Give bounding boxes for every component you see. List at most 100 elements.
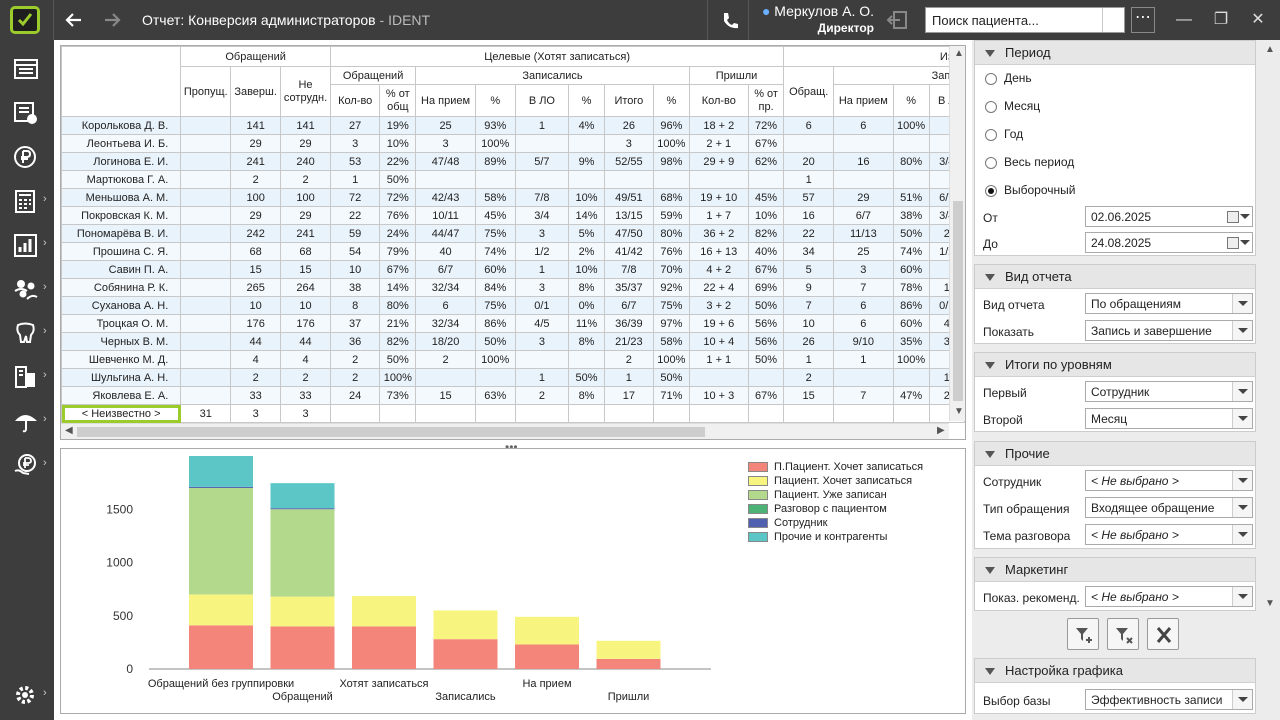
table-cell[interactable]: 2	[514, 386, 570, 405]
radio-day[interactable]: День	[985, 71, 1032, 91]
column-header[interactable]: %	[568, 84, 605, 117]
table-cell[interactable]: 6	[783, 116, 835, 135]
table-cell[interactable]: 56%	[747, 314, 785, 333]
table-cell[interactable]: 3	[514, 332, 570, 351]
table-cell[interactable]: 53	[329, 152, 381, 171]
table-cell[interactable]: 42/43	[415, 188, 476, 207]
table-cell[interactable]: 10%	[568, 260, 605, 279]
table-cell[interactable]	[568, 170, 605, 189]
first-level-select[interactable]: Сотрудник	[1085, 381, 1253, 402]
table-cell[interactable]: 4%	[568, 116, 605, 135]
table-cell[interactable]	[514, 170, 570, 189]
table-cell[interactable]: 3 + 2	[688, 296, 749, 315]
scroll-left-icon[interactable]: ◀	[65, 425, 73, 436]
table-cell[interactable]	[892, 170, 930, 189]
sidebar-item-finance[interactable]	[0, 135, 54, 179]
table-cell[interactable]	[747, 404, 785, 423]
table-cell[interactable]: 47%	[892, 386, 930, 405]
table-cell[interactable]: 8%	[568, 278, 605, 297]
table-cell[interactable]: 15	[280, 260, 331, 279]
table-row[interactable]: Логинова Е. И. 241 240 53 22% 47/48 89% 5/7 9% 52…	[61, 152, 965, 171]
calendar-picker-icon[interactable]	[1226, 207, 1252, 226]
table-cell[interactable]: 1	[783, 170, 835, 189]
table-cell[interactable]: 141	[230, 116, 282, 135]
scroll-up-icon[interactable]: ▲	[954, 48, 964, 59]
table-cell[interactable]: 97%	[652, 314, 690, 333]
employee-name-cell[interactable]: < Неизвестно >	[61, 404, 182, 423]
dropdown-arrow-icon[interactable]	[1232, 471, 1252, 490]
table-cell[interactable]: 36/39	[603, 314, 654, 333]
restore-icon[interactable]: ❐	[1213, 11, 1229, 28]
employee-name-cell[interactable]: Покровская К. М.	[61, 206, 182, 225]
table-cell[interactable]: 50%	[747, 296, 785, 315]
table-cell[interactable]: 32/34	[415, 314, 476, 333]
more-menu-button[interactable]: ⋯	[1131, 7, 1155, 33]
table-cell[interactable]	[180, 188, 232, 207]
column-header[interactable]: Обращ.	[783, 66, 835, 117]
table-cell[interactable]: 27	[329, 116, 381, 135]
table-cell[interactable]: 78%	[892, 278, 930, 297]
table-cell[interactable]: 2 + 1	[688, 134, 749, 153]
bar-segment[interactable]	[352, 626, 416, 669]
table-cell[interactable]	[603, 404, 654, 423]
table-cell[interactable]: 11/13	[833, 224, 894, 243]
table-cell[interactable]: 3	[230, 404, 282, 423]
table-cell[interactable]	[415, 368, 476, 387]
table-cell[interactable]: 100%	[652, 350, 690, 369]
table-cell[interactable]	[474, 368, 516, 387]
table-cell[interactable]: 38	[329, 278, 381, 297]
radio-all-period[interactable]: Весь период	[985, 155, 1074, 175]
table-cell[interactable]: 76%	[379, 206, 417, 225]
table-cell[interactable]	[474, 404, 516, 423]
patient-search-input[interactable]: Поиск пациента...	[925, 7, 1125, 33]
bar-segment[interactable]	[270, 596, 335, 627]
table-cell[interactable]	[329, 404, 381, 423]
table-cell[interactable]: 79%	[379, 242, 417, 261]
horizontal-scrollbar[interactable]: ◀ ▶	[61, 423, 949, 439]
bar-segment[interactable]	[189, 456, 253, 487]
table-cell[interactable]: 2	[230, 368, 282, 387]
table-cell[interactable]: 74%	[474, 242, 516, 261]
table-cell[interactable]: 1	[514, 368, 570, 387]
table-cell[interactable]: 37	[329, 314, 381, 333]
table-cell[interactable]	[514, 350, 570, 369]
table-cell[interactable]: 18/20	[415, 332, 476, 351]
table-cell[interactable]: 1/2	[514, 242, 570, 261]
table-cell[interactable]	[833, 368, 894, 387]
table-cell[interactable]: 14%	[568, 206, 605, 225]
bar-segment[interactable]	[515, 616, 579, 645]
scroll-down-icon[interactable]: ▼	[954, 406, 964, 417]
table-cell[interactable]	[568, 134, 605, 153]
table-cell[interactable]: 2	[329, 350, 381, 369]
search-dropdown-icon[interactable]	[1102, 8, 1124, 32]
employee-name-cell[interactable]: Пономарёва В. И.	[61, 224, 182, 243]
table-cell[interactable]	[514, 134, 570, 153]
table-cell[interactable]: 41/42	[603, 242, 654, 261]
section-header[interactable]: Вид отчета	[975, 265, 1255, 289]
table-cell[interactable]: 7/8	[514, 188, 570, 207]
table-cell[interactable]: 36 + 2	[688, 224, 749, 243]
bar-segment[interactable]	[270, 483, 335, 509]
table-cell[interactable]: 3	[514, 224, 570, 243]
table-cell[interactable]	[783, 134, 835, 153]
table-cell[interactable]: 50%	[652, 368, 690, 387]
table-cell[interactable]	[652, 404, 690, 423]
employee-name-cell[interactable]: Савин П. А.	[61, 260, 182, 279]
table-cell[interactable]: 6	[415, 296, 476, 315]
table-cell[interactable]	[180, 152, 232, 171]
scroll-thumb[interactable]	[77, 427, 705, 437]
table-cell[interactable]	[892, 404, 930, 423]
table-cell[interactable]: 3	[280, 404, 331, 423]
sidebar-item-settings[interactable]: ›	[0, 673, 54, 717]
vertical-scrollbar[interactable]: ▲ ▼	[949, 46, 965, 421]
table-cell[interactable]	[180, 350, 232, 369]
table-cell[interactable]: 80%	[892, 152, 930, 171]
bar-segment[interactable]	[189, 487, 253, 595]
table-cell[interactable]: 75%	[474, 296, 516, 315]
employee-name-cell[interactable]: Прошина С. Я.	[61, 242, 182, 261]
table-cell[interactable]	[415, 170, 476, 189]
table-cell[interactable]: 32/34	[415, 278, 476, 297]
table-cell[interactable]: 4	[280, 350, 331, 369]
section-header[interactable]: Итоги по уровням	[975, 353, 1255, 377]
table-row[interactable]: Собянина Р. К. 265 264 38 14% 32/34 84% 3 8% 35/3…	[61, 278, 965, 297]
